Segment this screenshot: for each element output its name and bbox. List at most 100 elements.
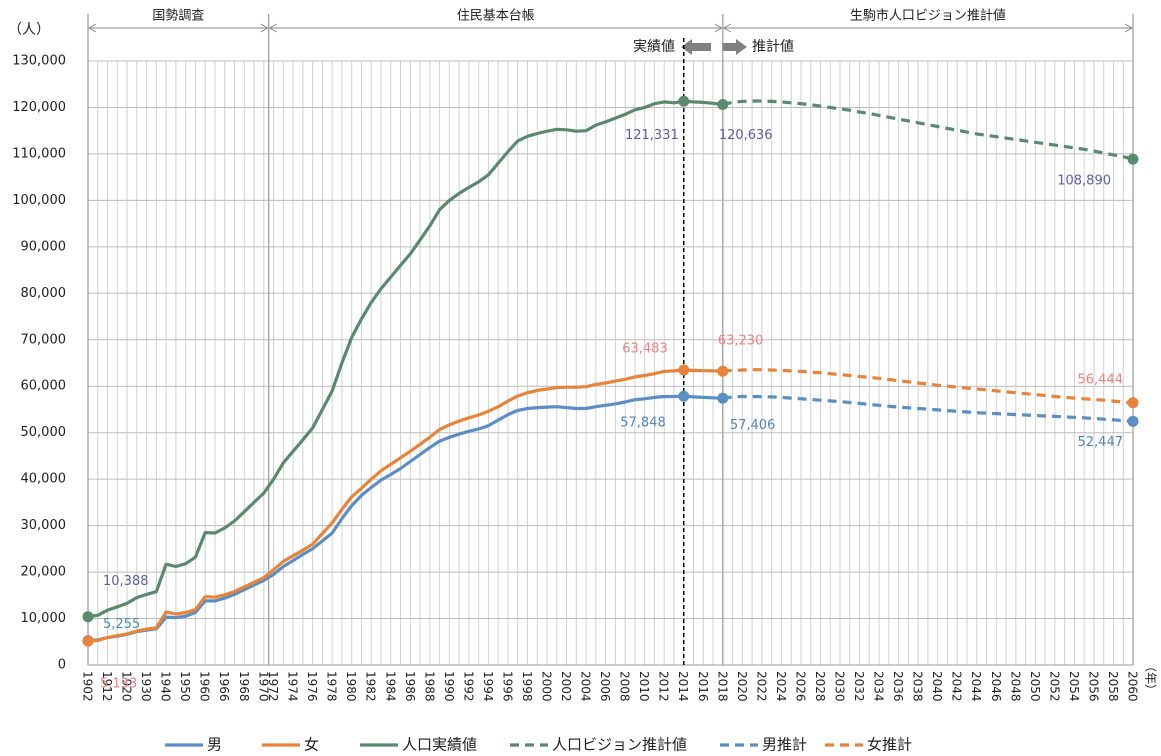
x-tick-label: 2014: [676, 671, 690, 702]
y-tick-label: 120,000: [12, 100, 66, 115]
section-label: 生駒市人口ビジョン推計値: [850, 8, 1006, 24]
x-tick-label: 1960: [198, 671, 212, 702]
x-tick-label: 1998: [520, 671, 534, 702]
y-tick-label: 40,000: [21, 472, 67, 487]
left-arrow: [681, 39, 711, 55]
series-line: [722, 394, 1134, 423]
x-tick-label: 1994: [481, 671, 495, 702]
arrow-head: [722, 23, 732, 33]
data-label: 10,388: [103, 574, 149, 589]
x-tick-label: 2046: [989, 671, 1003, 702]
x-tick-label: 1984: [383, 671, 397, 702]
x-tick-label: 1982: [364, 671, 378, 702]
x-tick-label: 2010: [637, 671, 651, 702]
x-tick-label: 1974: [286, 671, 300, 702]
x-tick-label: 2030: [833, 671, 847, 702]
x-tick-label: 1976: [305, 671, 319, 702]
x-tick-label: 1996: [500, 671, 514, 702]
x-tick-label: 2036: [891, 671, 905, 702]
x-tick-label: 2024: [774, 671, 788, 702]
x-tick-label: 2020: [735, 671, 749, 702]
x-tick-label: 1930: [139, 671, 153, 702]
y-tick-label: 130,000: [12, 54, 66, 69]
point-marker: [82, 635, 94, 647]
x-tick-label: 1978: [325, 671, 339, 702]
x-tick-label: 1940: [159, 671, 173, 702]
legend-label: 男推計: [762, 736, 807, 754]
x-tick-label: 1950: [178, 671, 192, 702]
actual-annotation: 実績値: [633, 39, 675, 55]
point-marker: [1127, 415, 1139, 427]
series-line: [87, 394, 723, 643]
section-label: 国勢調査: [152, 9, 204, 24]
x-tick-label: 1992: [461, 671, 475, 702]
data-label: 57,848: [620, 416, 666, 431]
point-marker: [717, 99, 729, 111]
arrow-head: [260, 23, 269, 33]
x-tick-label: 1968: [237, 671, 251, 702]
x-tick-label: 1920: [120, 671, 134, 702]
x-tick-label: 1966: [217, 671, 231, 702]
legend-label: 男: [207, 736, 222, 754]
data-label: 108,890: [1057, 174, 1111, 189]
point-marker: [82, 611, 94, 623]
x-tick-label: 2060: [1126, 671, 1140, 702]
right-arrow: [722, 39, 747, 55]
data-label: 63,483: [622, 342, 668, 357]
point-marker: [717, 392, 729, 404]
data-label: 5,133: [100, 677, 137, 692]
data-label: 56,444: [1078, 372, 1124, 387]
x-tick-label: 2006: [598, 671, 612, 702]
x-tick-label: 2034: [872, 671, 886, 702]
legend-label: 人口ビジョン推計値: [552, 736, 687, 754]
x-tick-label: 2032: [852, 671, 866, 702]
x-tick-label: 2026: [793, 671, 807, 702]
y-unit: （人）: [8, 22, 50, 38]
x-tick-label: 1988: [422, 671, 436, 702]
y-tick-label: 100,000: [12, 193, 66, 208]
legend-label: 女: [304, 736, 319, 754]
x-tick-label: 2054: [1067, 671, 1081, 702]
series-line: [87, 368, 723, 643]
series-line: [722, 368, 1134, 405]
x-tick-label: 1986: [403, 671, 417, 702]
y-tick-label: 30,000: [21, 518, 67, 533]
arrow-head: [1124, 23, 1134, 33]
x-tick-label: 2004: [579, 671, 593, 702]
x-tick-label: 2058: [1106, 671, 1120, 702]
y-tick-label: 0: [58, 658, 66, 673]
data-label: 120,636: [719, 128, 773, 143]
x-tick-label: 2012: [657, 671, 671, 702]
x-tick-label: 2018: [715, 671, 729, 702]
x-tick-label: 1972: [266, 671, 280, 702]
data-label: 63,230: [718, 334, 764, 349]
x-tick-label: 2042: [950, 671, 964, 702]
arrow-head: [268, 23, 277, 33]
x-tick-label: 1970: [256, 671, 270, 702]
legend-label: 人口実績値: [402, 736, 477, 754]
point-marker: [678, 390, 690, 402]
data-label: 5,255: [103, 617, 140, 632]
data-label: 121,331: [625, 128, 679, 143]
x-tick-label: 2022: [754, 671, 768, 702]
y-tick-label: 50,000: [21, 425, 67, 440]
legend-label: 女推計: [867, 736, 912, 754]
series-line: [87, 99, 723, 619]
x-tick-label: 2016: [696, 671, 710, 702]
section-label: 住民基本台帳: [457, 9, 535, 24]
x-tick-label: 2048: [1008, 671, 1022, 702]
y-tick-label: 90,000: [21, 239, 67, 254]
arrow-head: [87, 23, 97, 33]
x-tick-label: 2000: [540, 671, 554, 702]
x-tick-label: 2040: [930, 671, 944, 702]
y-tick-label: 110,000: [12, 146, 66, 161]
x-tick-label: 2002: [559, 671, 573, 702]
x-tick-label: 1912: [100, 671, 114, 702]
x-tick-label: 2028: [813, 671, 827, 702]
x-tick-label: 2056: [1086, 671, 1100, 702]
x-tick-label: 2008: [618, 671, 632, 702]
y-tick-label: 80,000: [21, 286, 67, 301]
y-tick-label: 20,000: [21, 565, 67, 580]
point-marker: [1127, 397, 1139, 409]
